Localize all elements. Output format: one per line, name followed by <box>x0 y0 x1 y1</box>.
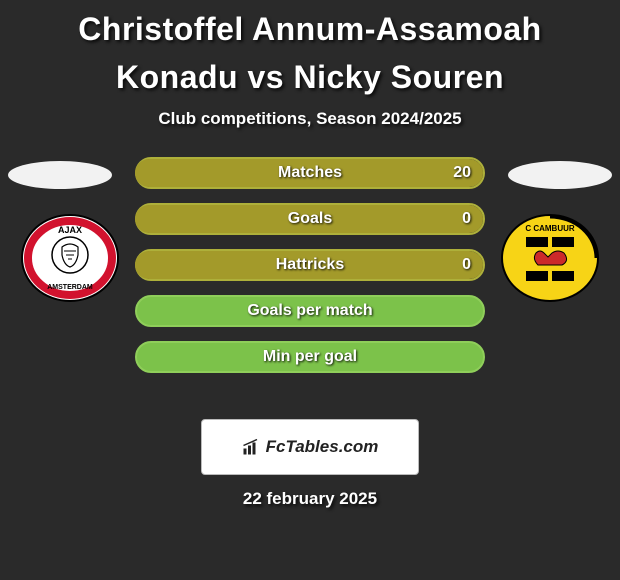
bar-label: Hattricks <box>135 249 485 281</box>
halo-left <box>8 161 112 189</box>
crest-left-ajax: AJAX AMSTERDAM <box>20 213 120 303</box>
svg-text:C CAMBUUR: C CAMBUUR <box>525 224 575 233</box>
date-label: 22 february 2025 <box>0 489 620 509</box>
stat-bar-hattricks: Hattricks0 <box>135 249 485 281</box>
comparison-arena: AJAX AMSTERDAM C CAMBUUR Matches20Goals0… <box>0 157 620 417</box>
halo-right <box>508 161 612 189</box>
subtitle: Club competitions, Season 2024/2025 <box>0 109 620 129</box>
bar-label: Goals per match <box>135 295 485 327</box>
bar-value-right: 0 <box>462 249 471 281</box>
fctables-badge: FcTables.com <box>201 419 419 475</box>
stat-bar-matches: Matches20 <box>135 157 485 189</box>
bar-label: Matches <box>135 157 485 189</box>
svg-text:AJAX: AJAX <box>58 225 82 235</box>
bar-label: Goals <box>135 203 485 235</box>
stat-bar-goals-per-match: Goals per match <box>135 295 485 327</box>
bar-label: Min per goal <box>135 341 485 373</box>
bar-value-right: 20 <box>453 157 471 189</box>
crest-right-cambuur: C CAMBUUR <box>500 213 600 303</box>
bar-value-right: 0 <box>462 203 471 235</box>
stat-bar-min-per-goal: Min per goal <box>135 341 485 373</box>
svg-text:AMSTERDAM: AMSTERDAM <box>47 284 93 291</box>
bar-chart-icon <box>242 438 260 456</box>
fctables-label: FcTables.com <box>266 437 379 457</box>
stat-bar-goals: Goals0 <box>135 203 485 235</box>
comparison-bars: Matches20Goals0Hattricks0Goals per match… <box>135 157 485 387</box>
page-title: Christoffel Annum-Assamoah Konadu vs Nic… <box>0 0 620 101</box>
